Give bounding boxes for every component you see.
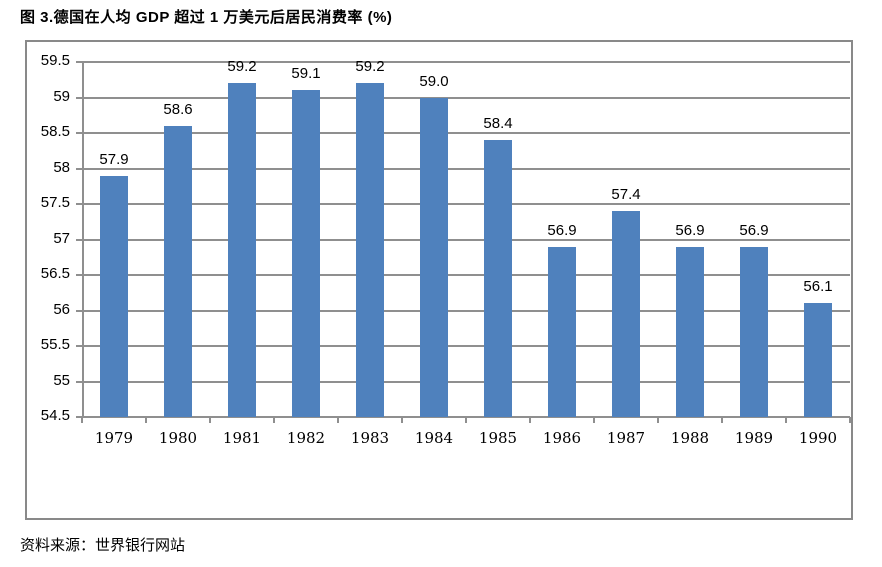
bar-1980 bbox=[164, 125, 192, 417]
bar-value-label: 56.9 bbox=[547, 221, 577, 239]
bar-value-label: 56.9 bbox=[675, 221, 705, 239]
gridline bbox=[82, 345, 850, 347]
x-axis-category-label: 1987 bbox=[606, 429, 646, 447]
y-axis-tick bbox=[76, 96, 82, 99]
x-axis-tick bbox=[465, 417, 467, 423]
x-axis-tick bbox=[273, 417, 275, 423]
bar-1987 bbox=[612, 211, 640, 417]
x-axis-tick bbox=[721, 417, 723, 423]
y-axis-tick bbox=[76, 238, 82, 241]
bar-1988 bbox=[676, 246, 704, 417]
y-axis-tick bbox=[76, 380, 82, 383]
bar-value-label: 57.4 bbox=[611, 186, 641, 204]
x-axis-tick bbox=[81, 417, 83, 423]
bar-1983 bbox=[356, 83, 384, 417]
bar-value-label: 56.1 bbox=[803, 278, 833, 296]
x-axis-category-label: 1985 bbox=[478, 429, 518, 447]
y-axis-tick bbox=[76, 416, 82, 418]
source-note: 资料来源：世界银行网站 bbox=[20, 537, 186, 554]
y-axis-tick-label: 59 bbox=[53, 87, 70, 105]
gridline bbox=[82, 167, 850, 170]
x-axis-tick bbox=[209, 417, 211, 423]
x-axis-category-label: 1984 bbox=[414, 429, 454, 447]
y-axis-tick-label: 57 bbox=[53, 229, 70, 247]
y-axis-tick-label: 55 bbox=[53, 371, 70, 389]
bar-1986 bbox=[548, 246, 576, 417]
y-axis-tick-label: 55.5 bbox=[40, 336, 70, 353]
y-axis-line bbox=[82, 62, 84, 417]
bar-value-label: 58.6 bbox=[163, 100, 193, 118]
x-axis-category-label: 1989 bbox=[734, 429, 774, 447]
bar-value-label: 59.0 bbox=[419, 72, 449, 90]
gridline bbox=[82, 203, 850, 205]
x-axis-tick bbox=[785, 417, 787, 423]
x-axis-category-label: 1986 bbox=[542, 429, 582, 447]
chart-frame: 59.5 59 58.5 58 57.5 57 56.5 56 55.5 55 54.5 57.9 19… bbox=[25, 40, 853, 520]
gridline bbox=[82, 380, 850, 383]
x-axis-category-label: 1982 bbox=[286, 429, 326, 447]
x-axis-tick bbox=[849, 417, 851, 423]
gridline bbox=[82, 132, 850, 134]
gridline bbox=[82, 96, 850, 99]
x-axis-category-label: 1983 bbox=[350, 429, 390, 447]
y-axis-tick bbox=[76, 309, 82, 312]
bar-value-label: 59.2 bbox=[355, 58, 385, 76]
y-axis-tick bbox=[76, 274, 82, 276]
bar-value-label: 56.9 bbox=[739, 221, 769, 239]
y-axis-tick bbox=[76, 345, 82, 347]
bar-1981 bbox=[228, 83, 256, 417]
bar-1989 bbox=[740, 246, 768, 417]
gridline bbox=[82, 309, 850, 312]
bar-1990 bbox=[804, 303, 832, 417]
gridline bbox=[82, 61, 850, 63]
x-axis-category-label: 1981 bbox=[222, 429, 262, 447]
x-axis-tick bbox=[593, 417, 595, 423]
bar-1985 bbox=[484, 140, 512, 417]
bar-1982 bbox=[292, 90, 320, 417]
bar-value-label: 59.1 bbox=[291, 65, 321, 83]
y-axis-tick-label: 59.5 bbox=[40, 52, 70, 69]
y-axis-tick-label: 58 bbox=[53, 158, 70, 176]
x-axis-category-label: 1980 bbox=[158, 429, 198, 447]
y-axis-tick bbox=[76, 203, 82, 205]
gridline bbox=[82, 238, 850, 241]
gridline bbox=[82, 274, 850, 276]
x-axis-tick bbox=[401, 417, 403, 423]
x-axis-tick bbox=[529, 417, 531, 423]
bar-value-label: 58.4 bbox=[483, 115, 513, 133]
x-axis-category-label: 1979 bbox=[94, 429, 134, 447]
x-axis-tick bbox=[337, 417, 339, 423]
x-axis-category-label: 1988 bbox=[670, 429, 710, 447]
y-axis-tick-label: 56.5 bbox=[40, 265, 70, 282]
chart-title: 图 3.德国在人均 GDP 超过 1 万美元后居民消费率 (%) bbox=[20, 9, 393, 26]
y-axis-tick bbox=[76, 61, 82, 63]
y-axis-tick-label: 54.5 bbox=[40, 407, 70, 424]
bar-1979 bbox=[100, 175, 128, 417]
bar-value-label: 57.9 bbox=[99, 150, 129, 168]
y-axis-tick-label: 58.5 bbox=[40, 123, 70, 140]
x-axis-category-label: 1990 bbox=[798, 429, 838, 447]
y-axis-tick-label: 56 bbox=[53, 300, 70, 318]
bar-value-label: 59.2 bbox=[227, 58, 257, 76]
x-axis-tick bbox=[657, 417, 659, 423]
bar-1984 bbox=[420, 97, 448, 417]
x-axis-tick bbox=[145, 417, 147, 423]
y-axis-tick-label: 57.5 bbox=[40, 194, 70, 211]
y-axis-tick bbox=[76, 167, 82, 170]
y-axis-tick bbox=[76, 132, 82, 134]
